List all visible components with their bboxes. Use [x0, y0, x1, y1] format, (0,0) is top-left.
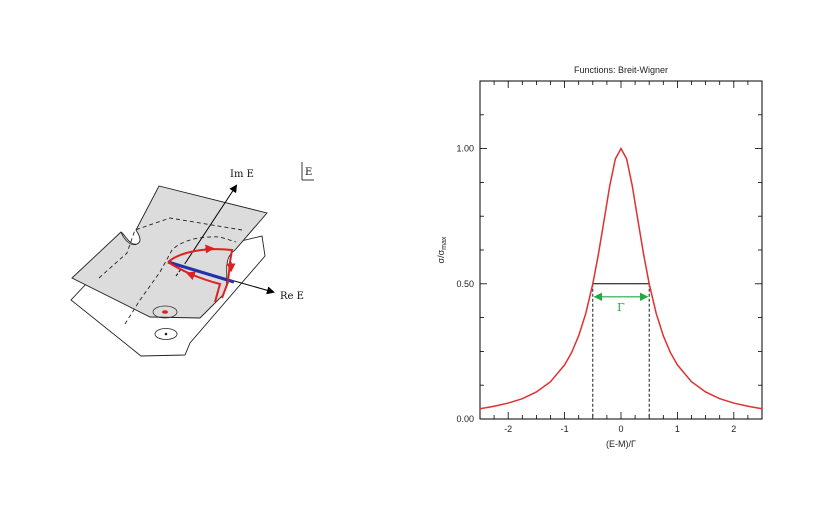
x-axis-ticks: -2 -1 0 1 2 — [479, 81, 763, 434]
im-axis-dashed — [175, 261, 187, 277]
x-tick-label: 1 — [675, 424, 680, 434]
y-axis-title: σ/σmax — [436, 236, 448, 263]
y-tick-label: 0.00 — [456, 414, 474, 424]
breit-wigner-curve — [479, 147, 763, 410]
real-segment — [167, 260, 235, 284]
y-tick-label: 1.00 — [456, 144, 474, 154]
plot-frame — [479, 80, 763, 420]
re-axis-label: Re E — [280, 291, 304, 302]
breit-wigner-chart: Functions: Breit-Wigner -2 -1 0 1 2 0.00 0.50… — [436, 65, 763, 449]
im-axis — [185, 184, 238, 263]
x-tick-label: -1 — [561, 424, 569, 434]
x-tick-label: 2 — [731, 424, 736, 434]
y-axis-ticks: 0.00 0.50 1.00 — [456, 80, 762, 424]
upper-pole-dot — [162, 310, 168, 314]
y-tick-label: 0.50 — [456, 279, 474, 289]
gamma-annotation: Γ — [617, 301, 625, 314]
branch-cut-right — [124, 236, 237, 325]
lower-pole-dot — [164, 332, 168, 336]
im-axis-label: Im E — [230, 169, 254, 180]
corner-label: E — [305, 167, 312, 178]
x-tick-label: -2 — [504, 424, 512, 434]
riemann-sheet-diagram: Im E Re E E — [70, 162, 314, 357]
half-maximum-marks — [592, 283, 650, 419]
chart-title: Functions: Breit-Wigner — [574, 65, 668, 75]
x-axis-title: (E-M)/Γ — [606, 439, 636, 449]
sheet-notch — [120, 231, 138, 246]
y-axis-title-subscript: max — [441, 236, 448, 250]
red-arrow-3 — [185, 271, 196, 280]
lower-pole-ellipse — [154, 328, 178, 340]
x-tick-label: 0 — [618, 424, 623, 434]
y-axis-title-main: σ/σ — [436, 249, 446, 263]
upper-pole-ellipse — [152, 305, 178, 319]
